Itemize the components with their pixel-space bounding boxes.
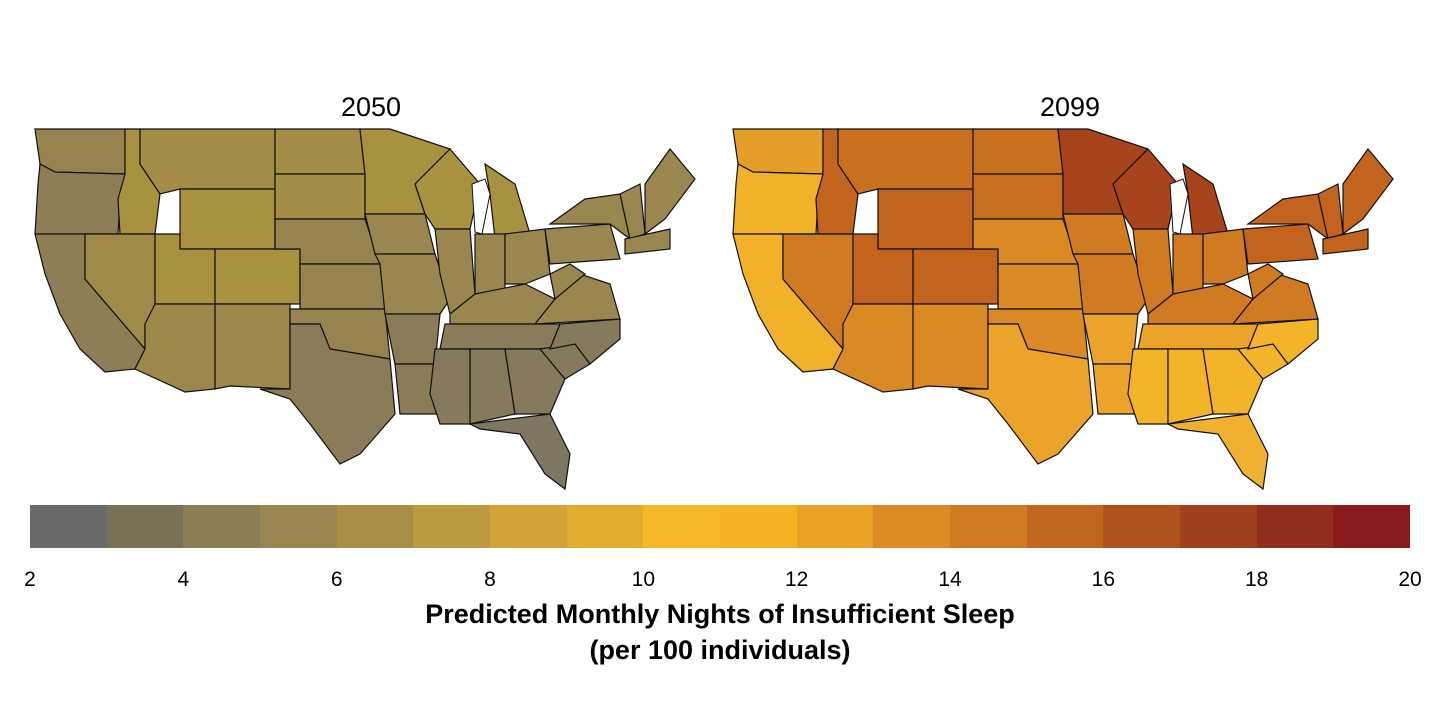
state-or	[34, 163, 126, 235]
state-nc	[1247, 318, 1319, 365]
state-co	[912, 248, 999, 305]
colorbar-bin	[1333, 505, 1411, 548]
state-va	[533, 273, 621, 325]
state-ms	[429, 348, 471, 425]
state-mt	[837, 128, 974, 195]
colorbar-bin	[1103, 505, 1181, 548]
colorbar-bin	[260, 505, 337, 548]
colorbar-bin	[30, 505, 107, 548]
state-va	[1231, 273, 1319, 325]
state-ia	[364, 213, 436, 255]
panel-title-2099: 2099	[1039, 92, 1101, 122]
state-ga	[504, 348, 566, 415]
state-mi	[484, 162, 531, 240]
state-nd	[274, 128, 366, 175]
state-ks	[299, 263, 386, 310]
state-ne_coast	[624, 228, 671, 255]
state-sd	[972, 173, 1064, 220]
state-co	[214, 248, 301, 305]
panel-title-2050: 2050	[340, 92, 402, 122]
colorbar-tick-label: 10	[631, 568, 656, 591]
colorbar-bin	[1026, 505, 1104, 548]
colorbar-tick-label: 18	[1244, 568, 1269, 591]
state-me	[644, 148, 696, 236]
state-fl	[1165, 413, 1269, 491]
state-oh	[1202, 228, 1249, 285]
colorbar	[30, 505, 1411, 548]
colorbar-bin	[106, 505, 184, 548]
state-mi	[1182, 162, 1229, 240]
state-wy	[179, 188, 276, 250]
colorbar-tick-label: 6	[330, 568, 343, 591]
state-wy	[877, 188, 974, 250]
state-nd	[972, 128, 1064, 175]
colorbar-ticks: 2 4 6 8 10 12 14 16 18 20	[24, 568, 1422, 598]
state-wa	[732, 128, 824, 175]
state-in	[474, 233, 506, 295]
colorbar-bin	[796, 505, 874, 548]
colorbar-bin	[490, 505, 567, 548]
colorbar-tick-label: 16	[1091, 568, 1116, 591]
lake-michigan	[1169, 178, 1189, 235]
legend-subtitle: (per 100 individuals)	[589, 635, 851, 665]
lake-michigan	[471, 178, 491, 235]
colorbar-bin	[873, 505, 951, 548]
state-pa	[1242, 223, 1319, 265]
state-ne_coast	[1322, 228, 1369, 255]
state-nm	[912, 303, 989, 390]
state-nm	[214, 303, 291, 390]
state-mt	[139, 128, 276, 195]
colorbar-bin	[566, 505, 644, 548]
map-2050	[34, 128, 696, 491]
state-or	[732, 163, 824, 235]
map-2099	[732, 128, 1394, 491]
state-wv	[549, 263, 587, 301]
state-ar	[384, 313, 441, 365]
state-nc	[549, 318, 621, 365]
state-sd	[274, 173, 366, 220]
state-tn	[1137, 323, 1259, 350]
colorbar-bin	[336, 505, 414, 548]
state-ms	[1127, 348, 1169, 425]
state-in	[1172, 233, 1204, 295]
colorbar-bin	[1180, 505, 1257, 548]
colorbar-tick-label: 8	[484, 568, 496, 591]
state-fl	[467, 413, 571, 491]
colorbar-bin	[183, 505, 261, 548]
legend-title: Predicted Monthly Nights of Insufficient…	[425, 599, 1015, 629]
state-ks	[997, 263, 1084, 310]
colorbar-tick-label: 4	[177, 568, 190, 591]
colorbar-bin	[413, 505, 491, 548]
colorbar-tick-label: 14	[938, 568, 962, 591]
state-tx	[957, 323, 1094, 465]
colorbar-bin	[1256, 505, 1334, 548]
state-ia	[1062, 213, 1134, 255]
state-me	[1342, 148, 1394, 236]
colorbar-bin	[643, 505, 721, 548]
state-ar	[1082, 313, 1139, 365]
state-tn	[439, 323, 561, 350]
state-oh	[504, 228, 551, 285]
state-wa	[34, 128, 126, 175]
colorbar-tick-label: 20	[1398, 568, 1422, 591]
state-pa	[544, 223, 621, 265]
state-wv	[1247, 263, 1285, 301]
colorbar-bin	[950, 505, 1027, 548]
state-tx	[259, 323, 396, 465]
colorbar-tick-label: 12	[784, 568, 809, 591]
colorbar-tick-label: 2	[24, 568, 36, 591]
colorbar-bin	[720, 505, 797, 548]
state-ga	[1202, 348, 1264, 415]
